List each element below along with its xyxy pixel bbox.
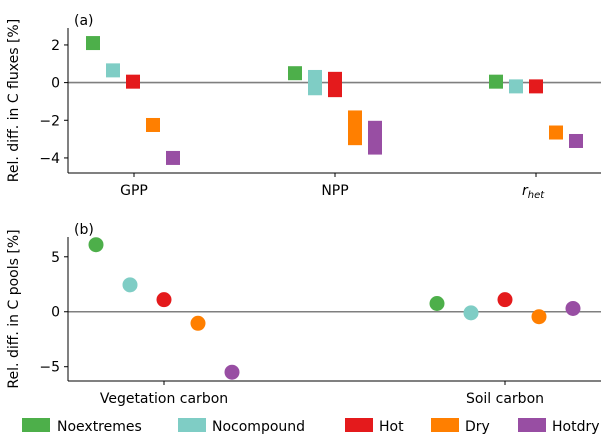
data-point-noextremes (86, 36, 100, 51)
data-point-hotdry (166, 150, 180, 165)
data-point-noextremes (288, 66, 302, 81)
x-tick-label: Vegetation carbon (100, 391, 228, 407)
legend-label-noextremes: Noextremes (57, 419, 142, 435)
legend-label-hot: Hot (379, 419, 404, 435)
x-tick-label-subscript: het (528, 190, 545, 201)
y-axis-label: Rel. diff. in C fluxes [%] (6, 19, 22, 182)
legend-label-dry: Dry (465, 419, 490, 435)
data-point-hot (126, 74, 140, 89)
legend-swatch-nocompound (178, 418, 206, 432)
data-point-dry (190, 315, 206, 331)
data-point-dry (348, 110, 362, 146)
legend-swatch-noextremes (22, 418, 50, 432)
legend-label-nocompound: Nocompound (212, 419, 305, 435)
y-tick-label: 0 (51, 305, 60, 321)
x-tick-label: NPP (321, 183, 348, 199)
legend-swatch-hot (345, 418, 373, 432)
x-tick-label: rhet (522, 183, 545, 201)
data-point-nocompound (106, 63, 120, 78)
y-axis-label: Rel. diff. in C pools [%] (6, 229, 22, 388)
data-point-noextremes (489, 74, 503, 89)
data-point-dry (146, 117, 160, 132)
data-point-nocompound (463, 305, 479, 321)
y-tick-label: −4 (39, 151, 60, 167)
x-tick-label: GPP (120, 183, 148, 199)
y-tick-label: 2 (51, 38, 60, 54)
data-point-hot (497, 292, 513, 308)
panel-a: 2 0 −2 −4 GPP NPP rhet (a) Rel. diff. in C fluxe… (6, 13, 601, 201)
data-point-hotdry (565, 300, 581, 316)
data-point-dry (549, 125, 563, 140)
panel-b: 5 0 −5 Vegetation carbon Soil carbon (b) Rel. … (6, 222, 601, 407)
y-tick-label: 5 (51, 250, 60, 266)
legend-swatch-dry (431, 418, 459, 432)
panel-label: (b) (74, 222, 94, 238)
legend: Noextremes Nocompound Hot Dry Hotdry (22, 418, 600, 435)
data-point-hot (156, 292, 172, 308)
data-point-dry (531, 309, 547, 325)
legend-label-hotdry: Hotdry (552, 419, 600, 435)
panel-label: (a) (74, 13, 94, 29)
data-point-noextremes (88, 237, 104, 253)
y-tick-label: 0 (51, 76, 60, 92)
legend-swatch-hotdry (518, 418, 546, 432)
data-point-hot (328, 71, 342, 98)
data-point-nocompound (122, 277, 138, 293)
data-point-nocompound (509, 79, 523, 94)
y-tick-label: −2 (39, 113, 60, 129)
data-point-hotdry (569, 133, 583, 148)
data-point-nocompound (308, 69, 322, 96)
data-point-hotdry (368, 120, 382, 155)
data-point-hot (529, 79, 543, 94)
y-tick-label: −5 (39, 360, 60, 376)
data-point-hotdry (224, 364, 240, 380)
data-point-noextremes (429, 296, 445, 312)
x-tick-label: Soil carbon (466, 391, 544, 407)
